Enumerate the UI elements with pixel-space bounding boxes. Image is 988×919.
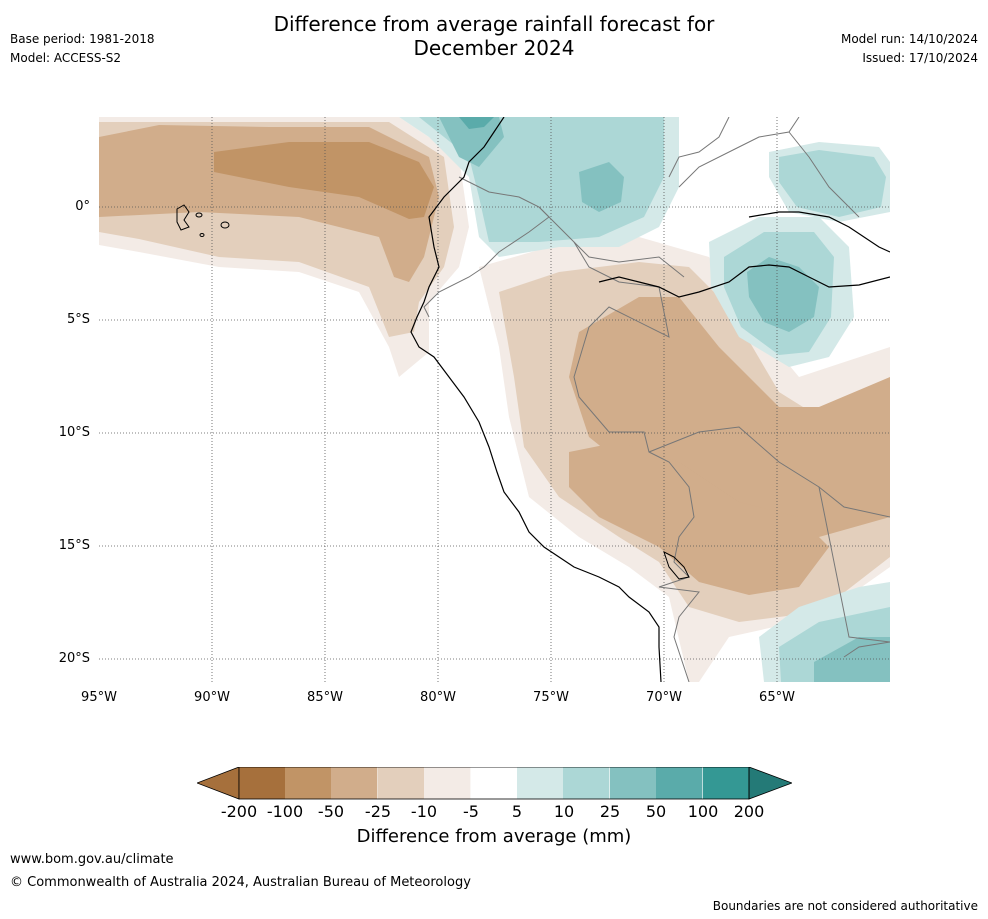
lon-label-85w: 85°W	[307, 690, 343, 705]
cbar-tick: 5	[511, 802, 523, 821]
cbar-tick: -5	[463, 802, 479, 821]
colorbar-cell	[471, 767, 518, 799]
wet-zone-colombia-50b	[579, 162, 624, 212]
issued-date: Issued: 17/10/2024	[862, 51, 978, 65]
map-title: Difference from average rainfall forecas…	[0, 12, 988, 60]
dry-zone-south-50	[569, 297, 890, 557]
lat-label-15s: 15°S	[58, 538, 90, 553]
title-line-1: Difference from average rainfall forecas…	[273, 12, 715, 36]
lat-label-20s: 20°S	[58, 651, 90, 666]
dry-zone-pacific-100	[214, 142, 434, 219]
lon-label-90w: 90°W	[194, 690, 230, 705]
colorbar-arrow-min	[195, 766, 240, 800]
cbar-tick: -100	[266, 802, 304, 821]
colorbar-cell	[656, 767, 703, 799]
website-link[interactable]: www.bom.gov.au/climate	[10, 852, 174, 867]
colorbar	[195, 766, 794, 800]
colorbar-graphic	[195, 766, 794, 800]
wet-zone-bolivia-50	[814, 637, 890, 682]
colorbar-cell	[563, 767, 610, 799]
wet-zone-amazon-50	[747, 257, 819, 332]
galapagos-islands	[176, 204, 230, 237]
cbar-tick: 25	[599, 802, 621, 821]
colorbar-cell	[331, 767, 378, 799]
title-line-2: December 2024	[413, 36, 575, 60]
colorbar-cell	[610, 767, 657, 799]
lon-label-80w: 80°W	[420, 690, 456, 705]
base-period: Base period: 1981-2018	[10, 32, 155, 46]
lat-label-0: 0°	[75, 199, 90, 214]
cbar-tick: -25	[364, 802, 392, 821]
cbar-tick: -50	[317, 802, 345, 821]
rainfall-anomaly-map	[99, 117, 890, 682]
colorbar-cell	[378, 767, 425, 799]
cbar-tick: 200	[733, 802, 765, 821]
meta-left: Base period: 1981-2018 Model: ACCESS-S2	[10, 32, 155, 70]
colorbar-cell	[517, 767, 564, 799]
lon-label-65w: 65°W	[759, 690, 795, 705]
colorbar-frame	[238, 766, 750, 800]
country-borders	[423, 117, 890, 682]
cbar-tick: 10	[553, 802, 575, 821]
graticule	[99, 117, 890, 682]
model-name: Model: ACCESS-S2	[10, 51, 122, 65]
wet-zone-colombia-100	[459, 117, 494, 129]
disclaimer-text: Boundaries are not considered authoritat…	[712, 899, 978, 913]
wet-zone-venezuela-25	[779, 150, 886, 217]
lat-label-5s: 5°S	[66, 312, 90, 327]
cbar-tick: 100	[687, 802, 719, 821]
colorbar-label: Difference from average (mm)	[356, 826, 632, 847]
wet-zone-colombia-50	[439, 117, 504, 167]
cbar-tick: 50	[645, 802, 667, 821]
lat-label-10s: 10°S	[58, 425, 90, 440]
colorbar-cell	[285, 767, 332, 799]
cbar-tick: -10	[410, 802, 438, 821]
colorbar-arrow-max	[748, 766, 794, 800]
copyright-text: © Commonwealth of Australia 2024, Austra…	[10, 875, 471, 890]
lon-label-75w: 75°W	[533, 690, 569, 705]
colorbar-cell	[424, 767, 471, 799]
coastline	[410, 117, 890, 682]
model-run: Model run: 14/10/2024	[840, 32, 978, 46]
lake-titicaca	[663, 551, 690, 580]
colorbar-cell	[703, 767, 750, 799]
lon-label-70w: 70°W	[646, 690, 682, 705]
cbar-tick: -200	[220, 802, 258, 821]
colorbar-cell	[239, 767, 286, 799]
lon-label-95w: 95°W	[81, 690, 117, 705]
meta-right: Model run: 14/10/2024 Issued: 17/10/2024	[841, 32, 978, 70]
dry-zone-south-50b	[569, 442, 829, 595]
map-panel	[99, 117, 890, 682]
